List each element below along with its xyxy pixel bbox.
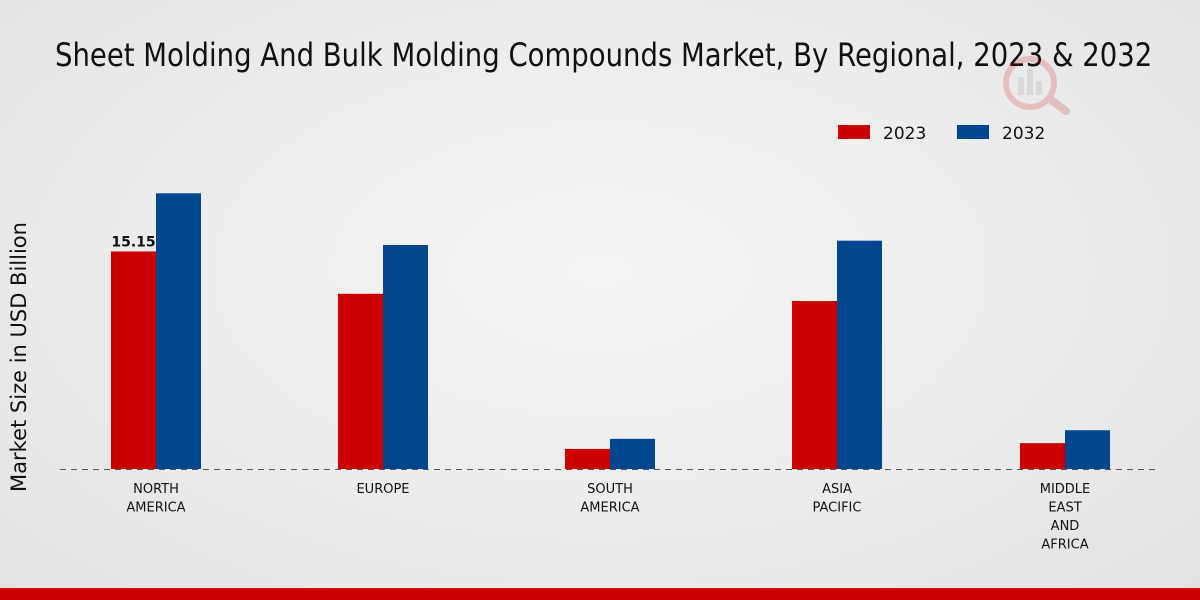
watermark-logo-icon xyxy=(1003,56,1070,115)
legend-swatch-2032 xyxy=(957,125,989,139)
bars-group xyxy=(111,193,1110,469)
bar-2032-2 xyxy=(610,438,655,469)
legend-label-2023: 2023 xyxy=(883,124,926,144)
x-tick-label-2: SOUTH AMERICA xyxy=(580,482,639,516)
title-area: Sheet Molding And Bulk Molding Compounds… xyxy=(0,0,1200,100)
x-tick-label-4: MIDDLE EAST AND AFRICA xyxy=(1040,482,1091,553)
legend: 2023 2032 xyxy=(838,124,1045,144)
x-tick-label-3: ASIA PACIFIC xyxy=(813,482,862,516)
legend-swatch-2023 xyxy=(838,125,870,139)
y-axis-label-group: Market Size in USD Billion xyxy=(7,222,31,492)
bar-2023-3 xyxy=(792,300,837,469)
y-axis-label: Market Size in USD Billion xyxy=(7,222,31,492)
bar-2032-0 xyxy=(156,193,201,469)
x-tick-label-1: EUROPE xyxy=(356,482,409,497)
legend-label-2032: 2032 xyxy=(1002,124,1045,144)
bar-2023-0 xyxy=(111,251,156,469)
bar-2023-4 xyxy=(1020,443,1065,469)
bar-2023-2 xyxy=(565,448,610,469)
data-label-0: 15.15 xyxy=(111,234,155,250)
x-tick-labels-group: NORTH AMERICA EUROPE SOUTH AMERICA ASIA PACIFI… xyxy=(126,482,1090,553)
bar-2032-1 xyxy=(383,244,428,469)
bar-2032-4 xyxy=(1065,430,1110,469)
data-labels-group: 15.15 xyxy=(111,234,155,250)
x-tick-label-0: NORTH AMERICA xyxy=(126,482,185,516)
bar-2023-1 xyxy=(338,293,383,469)
chart-title: Sheet Molding And Bulk Molding Compounds… xyxy=(55,36,1153,74)
bar-2032-3 xyxy=(837,240,882,469)
bottom-accent-bar xyxy=(0,588,1200,600)
